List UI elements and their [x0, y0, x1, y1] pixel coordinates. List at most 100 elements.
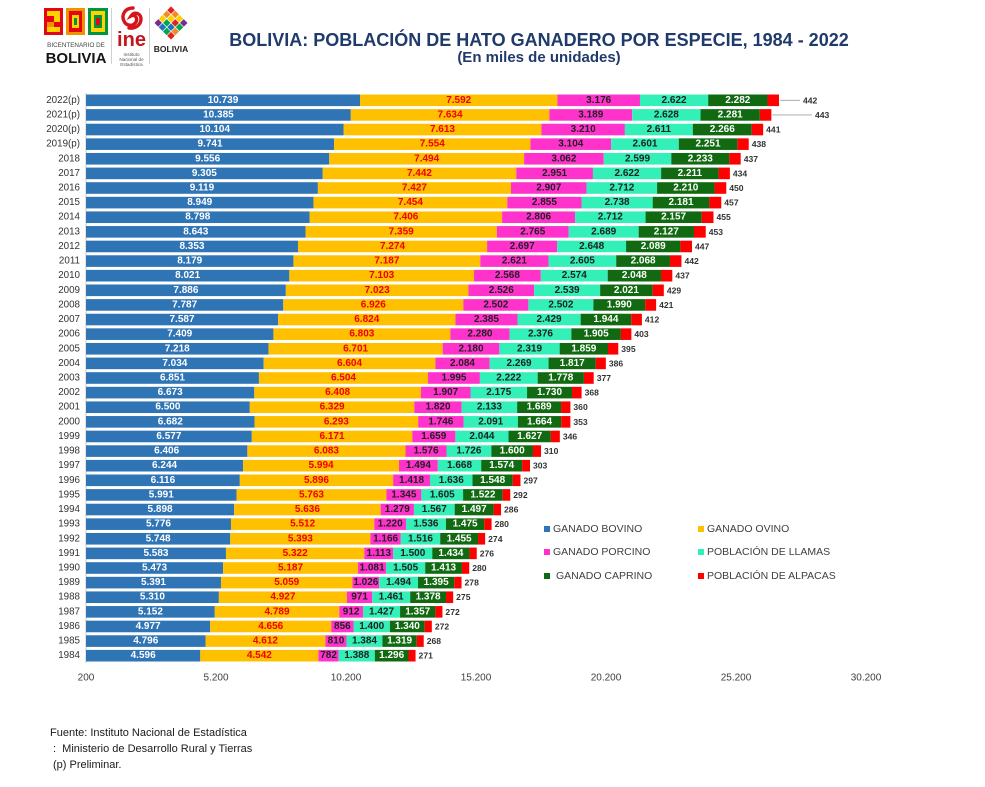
data-label: 7.406	[393, 212, 418, 223]
bar-segment	[428, 372, 480, 384]
data-label: 1.505	[393, 563, 418, 574]
bar-segment	[480, 255, 549, 267]
data-label: 6.083	[314, 446, 339, 457]
logo-separator	[149, 8, 150, 64]
data-label: 2.127	[654, 226, 679, 237]
bar-segment	[487, 240, 558, 253]
bar-segment	[446, 591, 454, 604]
data-label: 3.176	[586, 95, 611, 106]
bar-segment	[86, 591, 219, 604]
bar-segment	[454, 503, 494, 516]
bar-segment	[86, 474, 240, 487]
bar-segment	[398, 459, 438, 472]
data-label: 2.091	[478, 416, 503, 427]
bar-segment	[502, 211, 576, 224]
data-label: 7.427	[402, 183, 427, 194]
data-label: 2.281	[718, 109, 743, 120]
data-label: 9.741	[198, 139, 223, 150]
data-label: 1.522	[470, 489, 495, 500]
bar-segment	[616, 255, 670, 267]
category-label: 1987	[58, 606, 80, 617]
bar-segment	[357, 562, 387, 574]
data-label: 7.886	[173, 285, 198, 296]
data-label-outside: 443	[815, 110, 830, 120]
bar-segment	[424, 620, 432, 633]
bar-segment	[86, 518, 231, 530]
legend-label-alpacas: POBLACIÓN DE ALPACAS	[707, 570, 836, 582]
bar-segment	[469, 547, 477, 560]
bar-segment	[86, 459, 244, 472]
bar-segment	[632, 109, 701, 121]
bar-segment	[678, 138, 738, 150]
bar-segment	[463, 489, 503, 501]
bar-segment	[86, 430, 252, 443]
data-label: 1.600	[500, 446, 525, 457]
data-label: 2.319	[517, 343, 542, 354]
data-label: 5.896	[304, 475, 329, 486]
bar-segment	[522, 459, 530, 472]
bar-segment	[322, 167, 517, 180]
category-label: 1985	[58, 636, 80, 647]
legend-swatch-ovino	[698, 526, 704, 532]
bar-segment	[86, 328, 274, 340]
bar-segment	[692, 123, 752, 136]
data-label-outside: 429	[667, 285, 682, 295]
bar-segment	[86, 182, 318, 194]
bar-segment	[512, 474, 521, 487]
data-label: 6.577	[156, 431, 181, 442]
data-label: 4.612	[253, 636, 278, 647]
data-label: 5.776	[146, 519, 171, 530]
data-label: 2.951	[542, 168, 567, 179]
category-label: 1989	[58, 577, 80, 588]
bicentenario-logo-line1: BICENTENARIO DE	[47, 42, 105, 49]
data-label: 4.796	[133, 636, 158, 647]
bar-segment	[380, 503, 414, 516]
legend: GANADO BOVINO GANADO OVINO GANADO PORCIN…	[544, 522, 864, 592]
data-label: 5.322	[283, 548, 308, 559]
bar-segment	[405, 445, 447, 457]
legend-label-ovino: GANADO OVINO	[707, 523, 790, 535]
data-label: 6.244	[152, 460, 177, 471]
bar-segment	[446, 445, 492, 457]
bar-segment	[86, 649, 201, 662]
data-label-outside: 276	[480, 548, 495, 558]
bar-segment	[455, 430, 509, 443]
data-label: 3.189	[578, 109, 603, 120]
data-label: 3.062	[551, 153, 576, 164]
bar-segment	[200, 649, 319, 662]
data-label: 1.455	[447, 533, 472, 544]
bar-segment	[205, 635, 326, 647]
bar-segment	[549, 109, 633, 121]
category-label: 2011	[59, 256, 80, 267]
bar-segment	[414, 401, 462, 414]
estado-bolivia-logo: BOLIVIA	[151, 5, 191, 65]
bar-segment	[86, 386, 255, 399]
bar-segment	[595, 357, 606, 370]
bar-segment	[511, 182, 587, 194]
bar-segment	[254, 386, 421, 399]
bar-segment	[86, 138, 335, 150]
data-label: 2.429	[537, 314, 562, 325]
x-tick-label: 20.200	[591, 673, 622, 684]
data-label: 2.133	[477, 402, 502, 413]
data-label: 2.611	[647, 124, 672, 135]
data-label: 1.378	[416, 592, 441, 603]
category-label: 2015	[58, 197, 80, 208]
data-label: 7.787	[172, 299, 197, 310]
bar-segment	[230, 518, 375, 530]
data-label: 1.820	[425, 402, 450, 413]
data-label: 1.944	[593, 314, 618, 325]
bar-segment	[534, 284, 601, 297]
bar-segment	[86, 562, 224, 574]
category-label: 2006	[58, 329, 80, 340]
category-label: 1990	[58, 563, 80, 574]
data-label: 7.409	[167, 329, 192, 340]
bar-segment	[247, 445, 406, 457]
bar-segment	[671, 152, 730, 165]
bar-segment	[509, 328, 572, 340]
bicentenario-logo: BICENTENARIO DE BOLIVIA	[44, 6, 108, 67]
bar-segment	[624, 123, 693, 136]
data-label: 1.636	[439, 475, 464, 486]
data-label: 1.220	[378, 519, 403, 530]
